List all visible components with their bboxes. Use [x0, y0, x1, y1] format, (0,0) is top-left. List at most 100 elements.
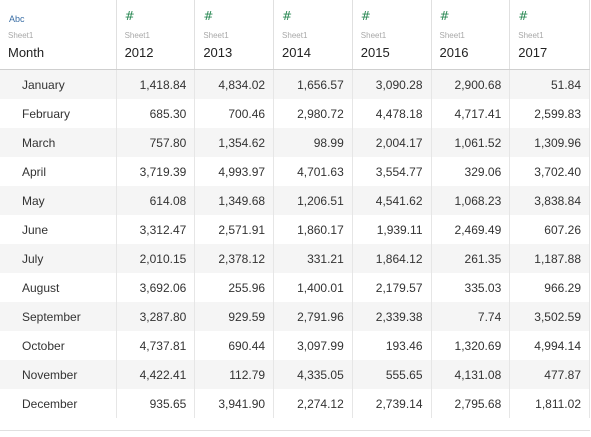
number-type-icon[interactable]: # [282, 9, 293, 23]
value-cell: 4,131.08 [431, 360, 511, 389]
value-cell: 3,838.84 [509, 186, 590, 215]
value-cell: 261.35 [431, 244, 511, 273]
number-type-icon[interactable]: # [124, 9, 135, 23]
column-source-label: Sheet1 [282, 31, 308, 40]
value-cell: 1,656.57 [273, 69, 353, 99]
month-cell: September [0, 302, 117, 331]
value-cell: 757.80 [116, 128, 196, 157]
value-cell: 690.44 [194, 331, 275, 360]
value-cell: 2,179.57 [352, 273, 432, 302]
month-cell: October [0, 331, 117, 360]
value-cell: 4,717.41 [431, 99, 511, 128]
value-cell: 331.21 [273, 244, 353, 273]
value-cell: 2,795.68 [431, 389, 511, 418]
value-cell: 1,206.51 [273, 186, 353, 215]
table-row: February 685.30 700.46 2,980.72 4,478.18 4,71… [0, 99, 590, 128]
table-row: July 2,010.15 2,378.12 331.21 1,864.12 261.35… [0, 244, 590, 273]
column-header-2013[interactable]: # Sheet1 2013 [194, 0, 275, 70]
month-cell: November [0, 360, 117, 389]
value-cell: 1,811.02 [509, 389, 590, 418]
number-type-icon[interactable]: # [439, 9, 450, 23]
value-cell: 3,287.80 [116, 302, 196, 331]
table-row: August 3,692.06 255.96 1,400.01 2,179.57 335.… [0, 273, 590, 302]
column-name: 2015 [360, 45, 390, 60]
column-source-label: Sheet1 [124, 31, 150, 40]
value-cell: 935.65 [116, 389, 196, 418]
month-cell: January [0, 69, 117, 99]
header-row: Abc Sheet1 Month # Sheet1 2012 # Sheet1 2013 # She… [0, 0, 590, 70]
column-header-2012[interactable]: # Sheet1 2012 [116, 0, 196, 70]
value-cell: 1,400.01 [273, 273, 353, 302]
value-cell: 4,701.63 [273, 157, 353, 186]
column-header-2017[interactable]: # Sheet1 2017 [509, 0, 590, 70]
value-cell: 1,860.17 [273, 215, 353, 244]
value-cell: 2,339.38 [352, 302, 432, 331]
month-cell: December [0, 389, 117, 418]
number-type-icon[interactable]: # [203, 9, 214, 23]
value-cell: 2,004.17 [352, 128, 432, 157]
value-cell: 1,418.84 [116, 69, 196, 99]
value-cell: 1,349.68 [194, 186, 275, 215]
value-cell: 255.96 [194, 273, 275, 302]
table-row: May 614.08 1,349.68 1,206.51 4,541.62 1,068.2… [0, 186, 590, 215]
month-cell: March [0, 128, 117, 157]
month-cell: June [0, 215, 117, 244]
value-cell: 607.26 [509, 215, 590, 244]
value-cell: 4,541.62 [352, 186, 432, 215]
value-cell: 700.46 [194, 99, 275, 128]
value-cell: 2,599.83 [509, 99, 590, 128]
number-type-icon[interactable]: # [518, 9, 529, 23]
value-cell: 1,354.62 [194, 128, 275, 157]
value-cell: 1,864.12 [352, 244, 432, 273]
value-cell: 3,554.77 [352, 157, 432, 186]
month-cell: April [0, 157, 117, 186]
column-header-month[interactable]: Abc Sheet1 Month [0, 0, 117, 70]
table-row: March 757.80 1,354.62 98.99 2,004.17 1,061.52… [0, 128, 590, 157]
number-type-icon[interactable]: # [360, 9, 371, 23]
value-cell: 4,834.02 [194, 69, 275, 99]
value-cell: 2,791.96 [273, 302, 353, 331]
bottom-divider [0, 430, 590, 431]
value-cell: 614.08 [116, 186, 196, 215]
value-cell: 2,010.15 [116, 244, 196, 273]
table-row: September 3,287.80 929.59 2,791.96 2,339.38 7… [0, 302, 590, 331]
value-cell: 3,312.47 [116, 215, 196, 244]
column-header-2016[interactable]: # Sheet1 2016 [431, 0, 511, 70]
value-cell: 477.87 [509, 360, 590, 389]
table-row: October 4,737.81 690.44 3,097.99 193.46 1,320… [0, 331, 590, 360]
value-cell: 4,737.81 [116, 331, 196, 360]
value-cell: 1,068.23 [431, 186, 511, 215]
month-cell: August [0, 273, 117, 302]
column-source-label: Sheet1 [203, 31, 229, 40]
month-cell: May [0, 186, 117, 215]
value-cell: 1,320.69 [431, 331, 511, 360]
value-cell: 4,478.18 [352, 99, 432, 128]
value-cell: 98.99 [273, 128, 353, 157]
value-cell: 2,469.49 [431, 215, 511, 244]
value-cell: 3,097.99 [273, 331, 353, 360]
value-cell: 4,422.41 [116, 360, 196, 389]
value-cell: 929.59 [194, 302, 275, 331]
data-table: Abc Sheet1 Month # Sheet1 2012 # Sheet1 2013 # She… [0, 0, 590, 418]
column-header-2014[interactable]: # Sheet1 2014 [273, 0, 353, 70]
table-row: April 3,719.39 4,993.97 4,701.63 3,554.77 329… [0, 157, 590, 186]
column-header-2015[interactable]: # Sheet1 2015 [352, 0, 432, 70]
column-source-label: Sheet1 [8, 31, 34, 40]
value-cell: 7.74 [431, 302, 511, 331]
month-cell: February [0, 99, 117, 128]
column-source-label: Sheet1 [439, 31, 465, 40]
text-type-icon[interactable]: Abc [9, 14, 25, 24]
value-cell: 2,900.68 [431, 69, 511, 99]
value-cell: 329.06 [431, 157, 511, 186]
table-row: December 935.65 3,941.90 2,274.12 2,739.14 2,… [0, 389, 590, 418]
table-row: November 4,422.41 112.79 4,335.05 555.65 4,13… [0, 360, 590, 389]
table-row: January 1,418.84 4,834.02 1,656.57 3,090.28 2… [0, 69, 590, 99]
value-cell: 4,994.14 [509, 331, 590, 360]
value-cell: 1,061.52 [431, 128, 511, 157]
month-cell: July [0, 244, 117, 273]
column-source-label: Sheet1 [360, 31, 387, 40]
value-cell: 2,378.12 [194, 244, 275, 273]
value-cell: 2,571.91 [194, 215, 275, 244]
value-cell: 555.65 [352, 360, 432, 389]
